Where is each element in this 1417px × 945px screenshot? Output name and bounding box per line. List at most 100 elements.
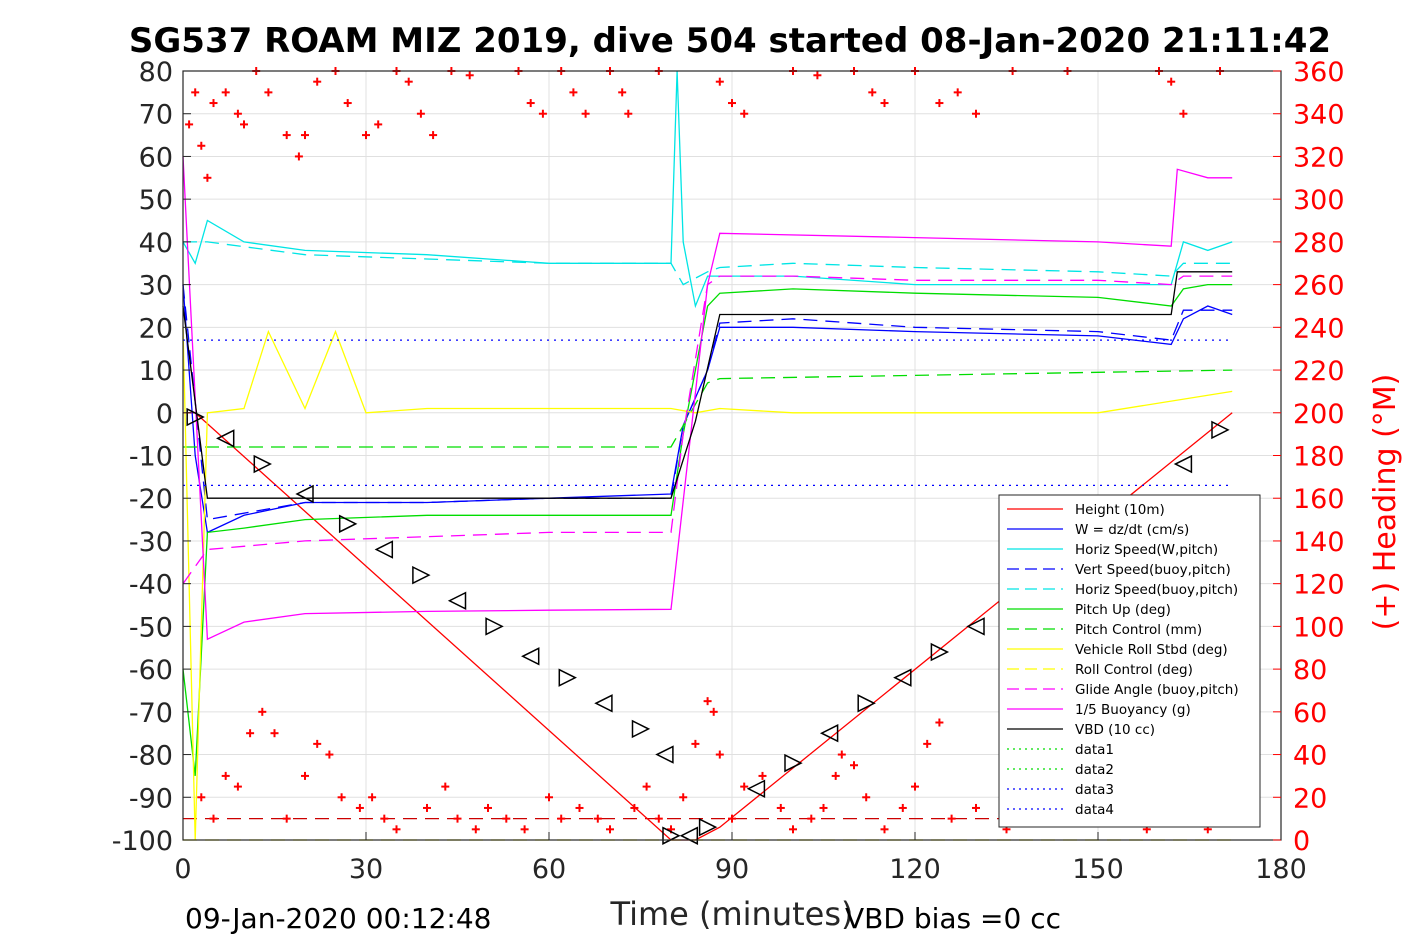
vbd-marker: [253, 454, 272, 474]
heading-marker: [197, 793, 206, 802]
heading-marker: [911, 782, 919, 791]
heading-marker: [630, 803, 639, 812]
legend-label: W = dz/dt (cm/s): [1075, 522, 1189, 538]
heading-marker: [758, 771, 767, 780]
tick-label-left: -30: [129, 527, 173, 558]
tick-label-x: 30: [349, 854, 383, 885]
heading-marker: [380, 814, 389, 823]
heading-marker: [776, 803, 785, 812]
heading-marker: [575, 803, 584, 812]
vbd-marker: [1173, 454, 1193, 474]
legend-label: data3: [1075, 782, 1114, 798]
tick-label-left: 70: [139, 100, 173, 131]
tick-label-left: -90: [129, 783, 173, 814]
tick-label-right: 320: [1293, 142, 1345, 173]
tick-label-left: -10: [129, 442, 173, 473]
heading-marker: [813, 71, 822, 80]
heading-marker: [270, 729, 279, 738]
vbd-marker: [412, 565, 431, 585]
legend-label: Vehicle Roll Stbd (deg): [1075, 642, 1228, 658]
heading-marker: [221, 88, 230, 97]
heading-marker: [880, 99, 889, 108]
heading-marker: [301, 131, 309, 140]
heading-marker: [362, 131, 370, 140]
tick-label-left: -60: [129, 655, 173, 686]
legend-label: data1: [1075, 742, 1114, 758]
tick-label-right: 220: [1293, 356, 1345, 387]
heading-marker: [789, 825, 797, 834]
heading-marker: [569, 88, 578, 97]
heading-marker: [862, 793, 871, 802]
heading-marker: [715, 77, 724, 86]
heading-marker: [233, 109, 242, 118]
heading-marker: [679, 793, 688, 802]
heading-marker: [423, 803, 431, 812]
legend-label: Vert Speed(buoy,pitch): [1075, 562, 1231, 578]
heading-marker: [837, 750, 846, 759]
heading-marker: [520, 825, 529, 834]
tick-label-right: 160: [1293, 484, 1345, 515]
heading-marker: [368, 793, 377, 802]
series-line-6: [183, 369, 1233, 448]
heading-marker: [972, 803, 980, 812]
heading-marker: [545, 793, 553, 802]
tick-label-x: 60: [532, 854, 566, 885]
tick-label-right: 360: [1293, 57, 1345, 88]
vbd-marker: [216, 429, 235, 448]
heading-marker: [898, 803, 907, 812]
series-line-11: [182, 271, 1233, 499]
legend-label: Roll Control (deg): [1075, 662, 1193, 678]
heading-marker: [471, 825, 480, 834]
tick-label-left: -50: [129, 612, 173, 643]
heading-marker: [1167, 77, 1176, 86]
heading-marker: [593, 814, 602, 823]
tick-label-left: 50: [139, 185, 173, 216]
heading-marker: [740, 109, 749, 118]
legend-label: Pitch Control (mm): [1075, 622, 1202, 638]
tick-label-x: 180: [1255, 854, 1307, 885]
tick-label-left: 40: [139, 228, 173, 259]
tick-label-left: 10: [139, 356, 173, 387]
heading-marker: [831, 771, 840, 780]
tick-label-x: 120: [889, 854, 941, 885]
heading-marker: [654, 814, 663, 823]
tick-label-right: 100: [1293, 612, 1345, 643]
heading-marker: [691, 739, 700, 748]
tick-label-left: -80: [129, 741, 173, 772]
tick-label-right: 200: [1293, 399, 1345, 430]
heading-marker: [203, 173, 212, 182]
heading-marker: [538, 109, 547, 118]
tick-label-right: 280: [1293, 228, 1345, 259]
vbd-marker: [338, 514, 358, 534]
vbd-marker: [447, 591, 467, 610]
heading-marker: [240, 120, 248, 129]
footer-vbd-bias: VBD bias =0 cc: [845, 902, 1061, 935]
tick-label-left: 20: [139, 313, 173, 344]
series-line-2: [182, 70, 1233, 309]
vbd-marker: [746, 779, 766, 798]
vbd-marker: [558, 668, 577, 687]
heading-marker: [557, 814, 566, 823]
series-line-3: [182, 284, 1233, 521]
tick-label-x: 90: [715, 854, 749, 885]
heading-marker: [484, 803, 492, 812]
heading-marker: [209, 99, 218, 108]
tick-label-left: 0: [156, 399, 173, 430]
series-line-4: [183, 241, 1233, 286]
heading-marker: [453, 814, 462, 823]
heading-marker: [246, 729, 255, 738]
heading-marker: [581, 109, 590, 118]
tick-label-left: 80: [139, 57, 173, 88]
tick-label-left: -100: [112, 826, 173, 857]
tick-label-left: -20: [129, 484, 173, 515]
legend: Height (10m) W = dz/dt (cm/s) Horiz Speed(…: [998, 494, 1261, 828]
legend-label: VBD (10 cc): [1075, 722, 1155, 738]
tick-label-right: 300: [1293, 185, 1345, 216]
tick-label-right: 40: [1293, 741, 1327, 772]
heading-marker: [294, 152, 303, 161]
tick-label-right: 80: [1293, 655, 1327, 686]
vbd-marker: [784, 753, 803, 773]
heading-marker: [313, 739, 322, 748]
heading-marker: [703, 697, 712, 706]
